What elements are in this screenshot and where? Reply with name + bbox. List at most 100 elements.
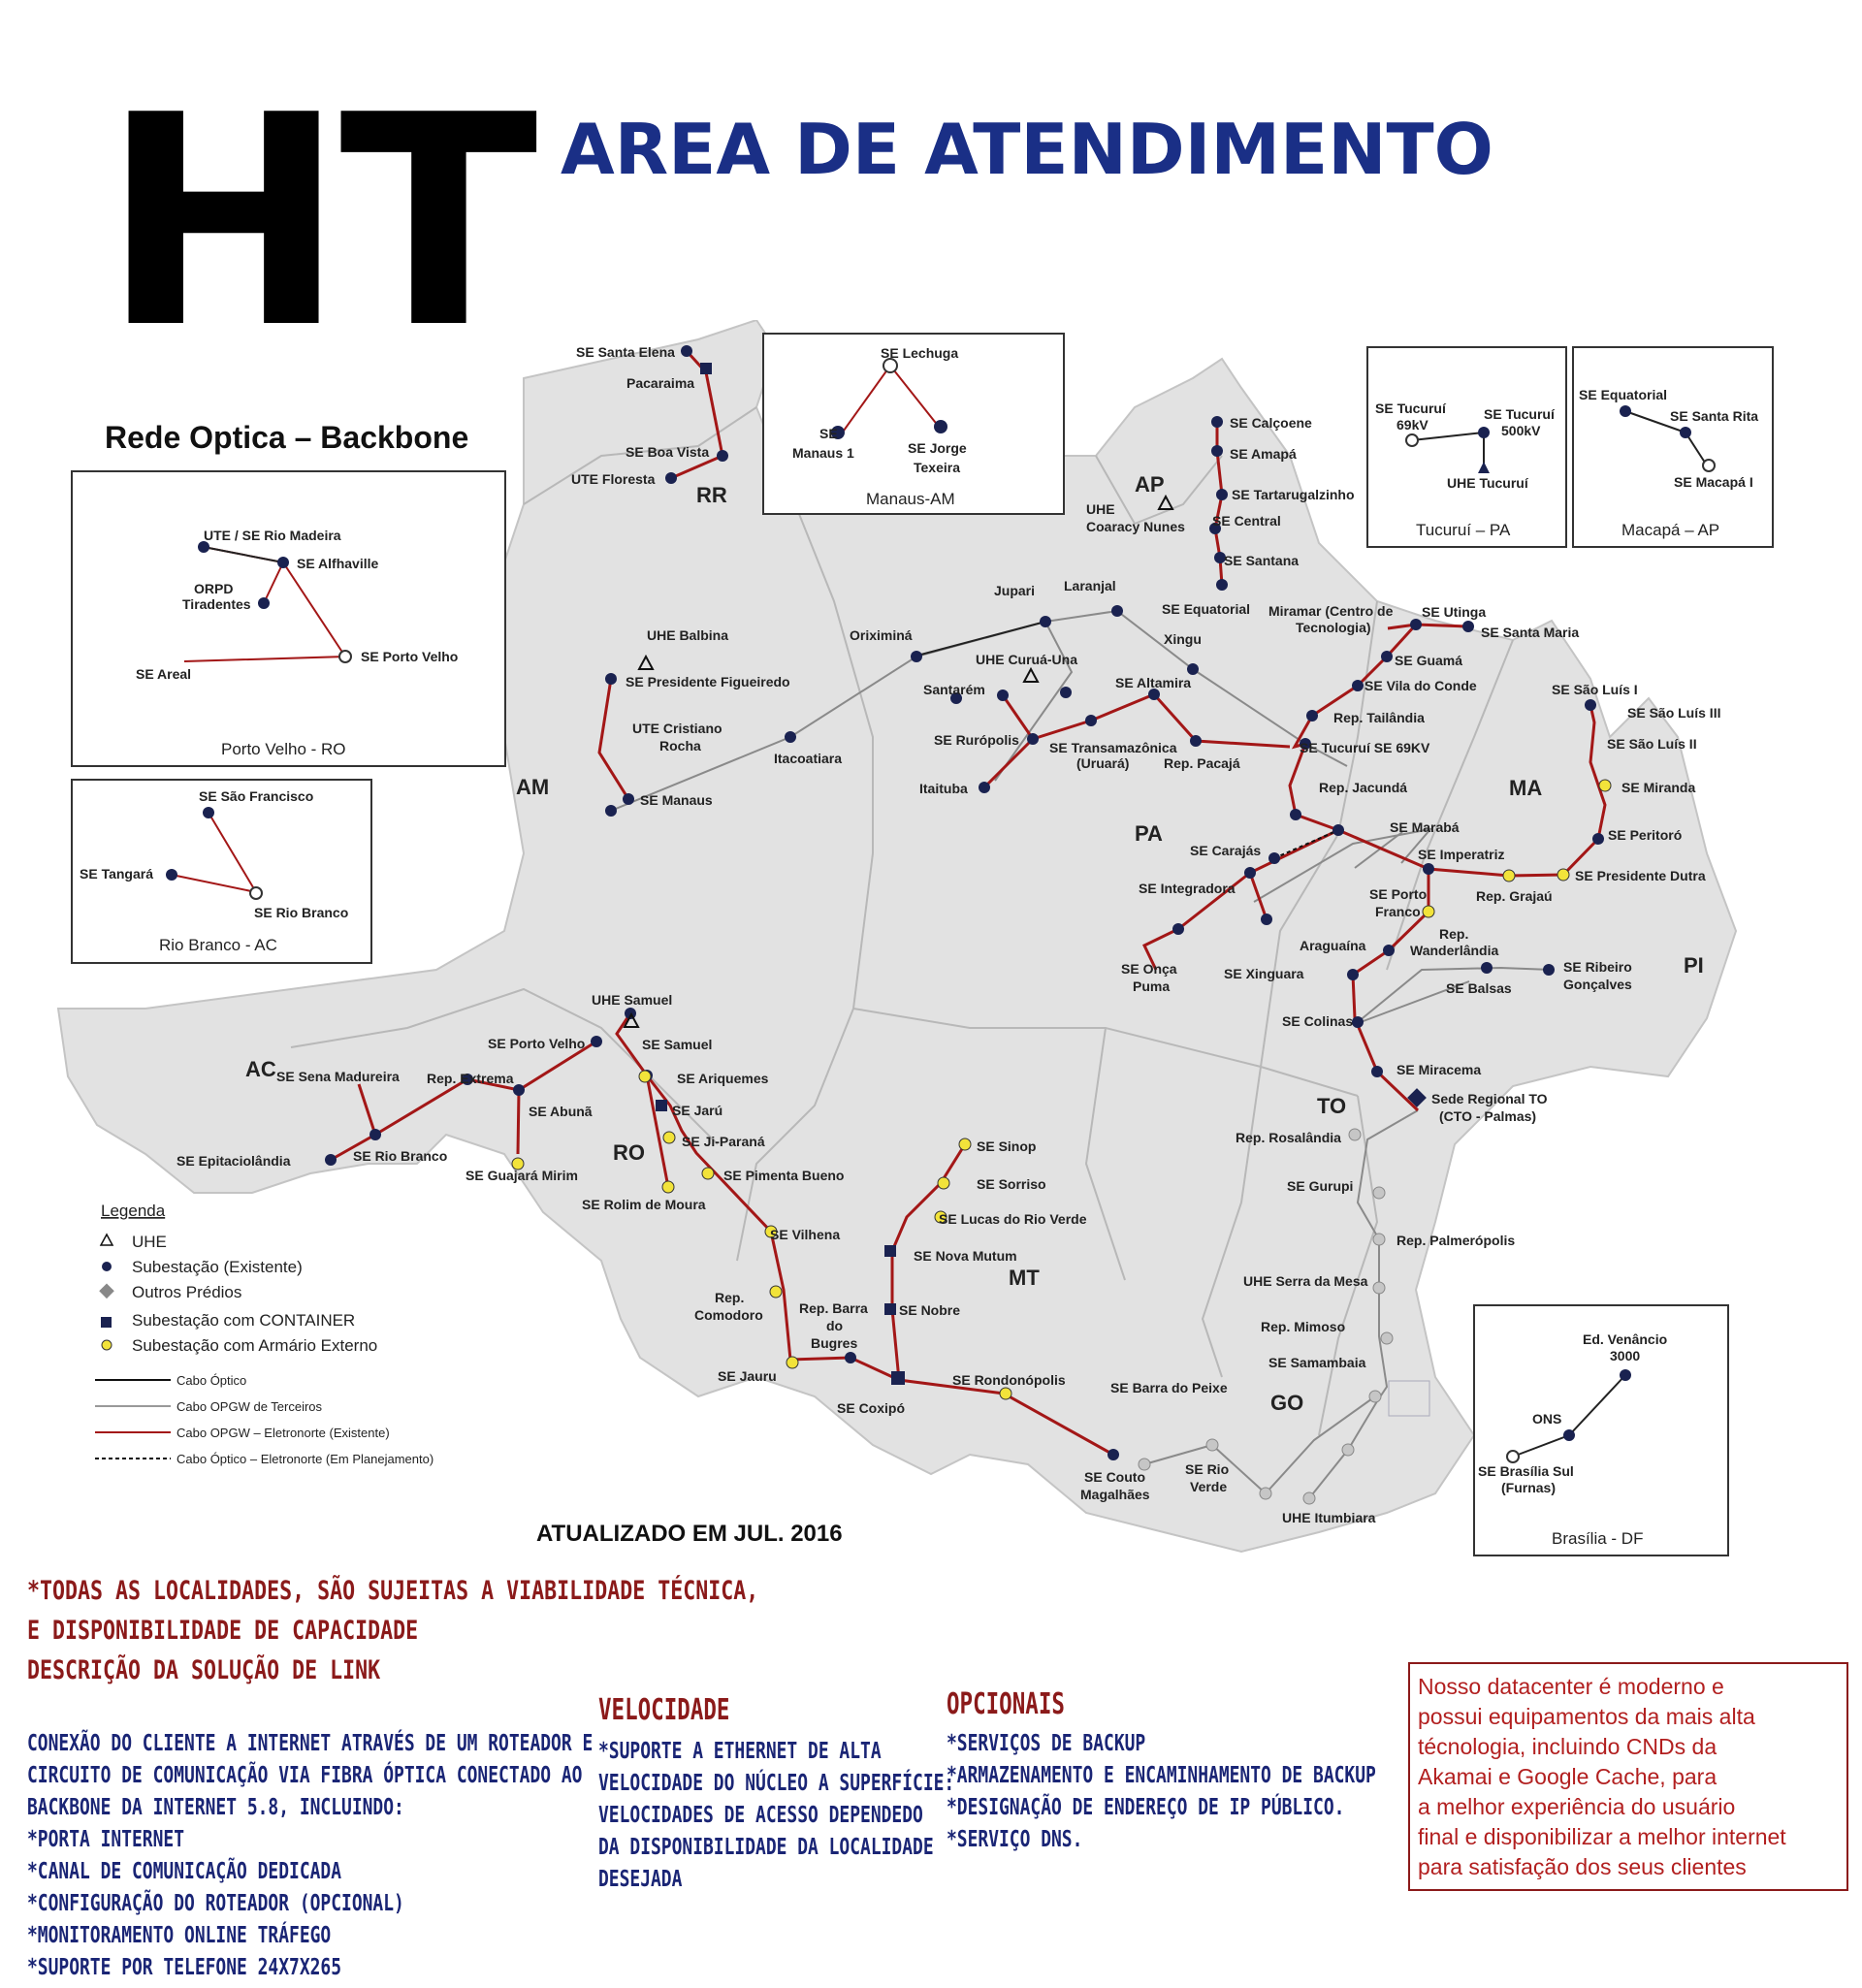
svg-text:PI: PI (1684, 953, 1704, 978)
datacenter-line: Akamai e Google Cache, para (1418, 1764, 1718, 1789)
svg-text:Rep.: Rep. (1439, 926, 1468, 942)
svg-text:SE Amapá: SE Amapá (1230, 446, 1297, 462)
svg-text:SE Tartarugalzinho: SE Tartarugalzinho (1232, 487, 1355, 502)
svg-text:SE Couto: SE Couto (1084, 1469, 1145, 1485)
svg-text:UHE Curuá-Una: UHE Curuá-Una (976, 652, 1077, 667)
state-labels: RR AP AM PA MA PI TO AC RO MT GO (245, 472, 1704, 1415)
svg-text:Jupari: Jupari (994, 583, 1035, 598)
svg-text:UTE Cristiano: UTE Cristiano (632, 721, 722, 736)
svg-text:SE Alfhaville: SE Alfhaville (297, 556, 379, 571)
svg-text:Subestação (Existente): Subestação (Existente) (132, 1258, 303, 1276)
updated-date: ATUALIZADO EM JUL. 2016 (536, 1521, 843, 1547)
svg-text:MA: MA (1509, 776, 1542, 800)
svg-text:SE Tucuruí: SE Tucuruí (1484, 406, 1556, 422)
svg-text:SE Utinga: SE Utinga (1422, 604, 1486, 620)
svg-text:SE São Luís II: SE São Luís II (1607, 736, 1697, 752)
svg-text:SE Peritoró: SE Peritoró (1608, 827, 1682, 843)
datacenter-line: Nosso datacenter é moderno e (1418, 1674, 1724, 1699)
velocidade-line: VELOCIDADE DO NÚCLEO A SUPERFÍCIE: (598, 1771, 955, 1796)
svg-text:SE Marabá: SE Marabá (1390, 819, 1460, 835)
svg-text:SE Porto Velho: SE Porto Velho (361, 649, 458, 664)
svg-text:Tiradentes: Tiradentes (182, 596, 251, 612)
backbone-map: SE Santa Elena Pacaraima SE Boa Vista UT… (56, 320, 1774, 1556)
svg-text:Rep. Grajaú: Rep. Grajaú (1476, 888, 1553, 904)
svg-text:Itacoatiara: Itacoatiara (774, 751, 842, 766)
svg-text:SE Ariquemes: SE Ariquemes (677, 1071, 769, 1086)
svg-text:Rep. Palmerópolis: Rep. Palmerópolis (1396, 1233, 1515, 1248)
velocidade-block: *SUPORTE A ETHERNET DE ALTA VELOCIDADE D… (598, 1736, 954, 1896)
svg-text:SE Presidente Dutra: SE Presidente Dutra (1575, 868, 1706, 883)
svg-text:Cabo OPGW – Eletronorte (Exist: Cabo OPGW – Eletronorte (Existente) (177, 1426, 390, 1440)
note-line-3: DESCRIÇÃO DA SOLUÇÃO DE LINK (27, 1655, 381, 1685)
svg-text:SE Vila do Conde: SE Vila do Conde (1364, 678, 1477, 693)
opcionais-block: *SERVIÇOS DE BACKUP *ARMAZENAMENTO E ENC… (947, 1728, 1376, 1856)
datacenter-line: a melhor experiência do usuário (1418, 1794, 1736, 1819)
svg-text:SE Epitaciolândia: SE Epitaciolândia (177, 1153, 291, 1169)
svg-text:do: do (826, 1318, 843, 1333)
svg-text:SE Santa Elena: SE Santa Elena (576, 344, 675, 360)
svg-text:SE Central: SE Central (1212, 513, 1281, 529)
svg-text:(Furnas): (Furnas) (1501, 1480, 1556, 1495)
description-line: *SUPORTE POR TELEFONE 24X7X265 (27, 1955, 342, 1980)
svg-text:UHE Balbina: UHE Balbina (647, 627, 728, 643)
svg-text:Comodoro: Comodoro (694, 1307, 763, 1323)
logo: HT (102, 53, 538, 392)
velocidade-line: VELOCIDADES DE ACESSO DEPENDEDO (598, 1803, 923, 1828)
svg-text:Puma: Puma (1133, 978, 1170, 994)
svg-text:SE Onça: SE Onça (1121, 961, 1177, 977)
svg-text:SE Carajás: SE Carajás (1190, 843, 1261, 858)
svg-text:UHE Tucuruí: UHE Tucuruí (1447, 475, 1529, 491)
velocidade-line: DA DISPONIBILIDADE DA LOCALIDADE (598, 1835, 934, 1860)
svg-text:Manaus 1: Manaus 1 (792, 445, 854, 461)
svg-text:SE Presidente Figueiredo: SE Presidente Figueiredo (626, 674, 790, 689)
datacenter-line: técnologia, incluindo CNDs da (1418, 1734, 1718, 1759)
svg-text:SE Pimenta Bueno: SE Pimenta Bueno (723, 1168, 844, 1183)
svg-text:SE Rurópolis: SE Rurópolis (934, 732, 1019, 748)
svg-text:Wanderlândia: Wanderlândia (1410, 943, 1498, 958)
svg-text:SE Altamira: SE Altamira (1115, 675, 1191, 690)
velocidade-title: VELOCIDADE (598, 1693, 730, 1727)
svg-text:SE Brasília Sul: SE Brasília Sul (1478, 1463, 1574, 1479)
svg-text:SE Tangará: SE Tangará (80, 866, 153, 882)
svg-text:SE Areal: SE Areal (136, 666, 191, 682)
svg-text:SE Lucas do Rio Verde: SE Lucas do Rio Verde (939, 1211, 1087, 1227)
map-legend: Legenda UHE Subestação (Existente) Outro… (95, 1202, 433, 1466)
svg-text:Miramar (Centro de: Miramar (Centro de (1268, 603, 1394, 619)
svg-text:Sede Regional TO: Sede Regional TO (1431, 1091, 1548, 1106)
svg-text:Gonçalves: Gonçalves (1563, 977, 1632, 992)
svg-text:SE Rio: SE Rio (1185, 1461, 1229, 1477)
svg-text:SE Porto: SE Porto (1369, 886, 1427, 902)
opcionais-line: *DESIGNAÇÃO DE ENDEREÇO DE IP PÚBLICO. (947, 1795, 1345, 1820)
description-line: *CONFIGURAÇÃO DO ROTEADOR (OPCIONAL) (27, 1891, 404, 1916)
svg-text:SE Jauru: SE Jauru (718, 1368, 777, 1384)
svg-text:UHE: UHE (1086, 501, 1115, 517)
svg-text:Porto Velho - RO: Porto Velho - RO (221, 740, 346, 758)
map-title: Rede Optica – Backbone (105, 420, 468, 455)
svg-text:SE Rondonópolis: SE Rondonópolis (952, 1372, 1066, 1388)
svg-text:3000: 3000 (1610, 1348, 1640, 1363)
svg-text:Rep. Tailândia: Rep. Tailândia (1333, 710, 1425, 725)
note-line-1: *TODAS AS LOCALIDADES, SÃO SUJEITAS A VI… (27, 1576, 759, 1606)
svg-text:SE Santa Rita: SE Santa Rita (1670, 408, 1758, 424)
svg-text:Cabo Óptico – Eletronorte (Em: Cabo Óptico – Eletronorte (Em Planejamen… (177, 1452, 433, 1466)
svg-text:Rep. Rosalândia: Rep. Rosalândia (1236, 1130, 1341, 1145)
inset-manaus: SE Lechuga SE Manaus 1 SE Jorge Texeira … (762, 333, 1065, 515)
svg-text:TO: TO (1317, 1094, 1346, 1118)
svg-text:SE Transamazônica: SE Transamazônica (1049, 740, 1177, 755)
svg-text:RO: RO (613, 1140, 645, 1165)
svg-text:SE São Luís III: SE São Luís III (1627, 705, 1720, 721)
svg-text:SE Rio Branco: SE Rio Branco (353, 1148, 447, 1164)
svg-text:SE: SE (819, 426, 838, 441)
svg-text:SE Rolim de Moura: SE Rolim de Moura (582, 1197, 706, 1212)
svg-text:SE Abunã: SE Abunã (529, 1104, 593, 1119)
svg-text:SE Rio Branco: SE Rio Branco (254, 905, 348, 920)
svg-text:RR: RR (696, 483, 727, 507)
svg-text:500kV: 500kV (1501, 423, 1541, 438)
svg-text:Coaracy Nunes: Coaracy Nunes (1086, 519, 1185, 534)
svg-text:(CTO - Palmas): (CTO - Palmas) (1439, 1108, 1536, 1124)
svg-text:MT: MT (1009, 1266, 1040, 1290)
svg-text:Rio Branco - AC: Rio Branco - AC (159, 936, 277, 954)
svg-text:SE Porto Velho: SE Porto Velho (488, 1036, 585, 1051)
